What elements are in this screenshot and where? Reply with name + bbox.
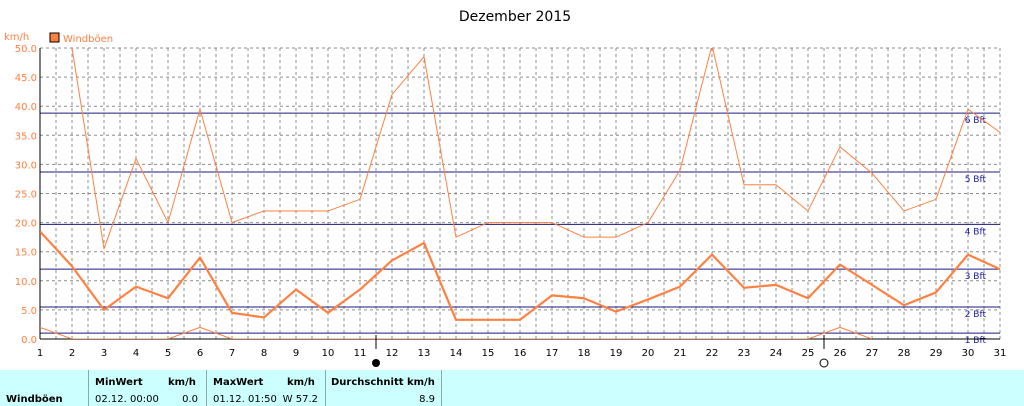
stats-divider — [88, 370, 89, 406]
x-tick-label: 24 — [770, 348, 783, 359]
x-tick-label: 30 — [962, 348, 975, 359]
y-tick-label: 45.0 — [15, 73, 37, 84]
beaufort-label: 1 Bft — [965, 336, 987, 346]
x-tick-label: 10 — [322, 348, 335, 359]
plot-area: 1 Bft 2 Bft 3 Bft 4 Bft 5 Bft 6 Bft 0.0 5.0 10.0… — [15, 44, 1007, 368]
x-tick-label: 21 — [674, 348, 687, 359]
stats-divider — [206, 370, 207, 406]
x-tick-label: 26 — [834, 348, 847, 359]
beaufort-label: 5 Bft — [965, 175, 987, 185]
statistics-panel: Windböen MinWert km/h 02.12. 00:00 0.0 M… — [0, 370, 1024, 406]
y-tick-label: 25.0 — [15, 190, 37, 201]
x-tick-label: 6 — [197, 348, 203, 359]
new-moon-icon — [819, 358, 829, 368]
max-value-header: MaxWert — [213, 377, 264, 388]
x-tick-label: 7 — [229, 348, 235, 359]
x-tick-label: 13 — [418, 348, 431, 359]
x-tick-label: 31 — [994, 348, 1007, 359]
x-tick-label: 28 — [898, 348, 911, 359]
x-tick-label: 4 — [133, 348, 139, 359]
x-tick-label: 18 — [578, 348, 591, 359]
y-tick-label: 15.0 — [15, 248, 37, 259]
series-line-average — [40, 230, 1000, 321]
x-tick-label: 27 — [866, 348, 879, 359]
x-tick-label: 19 — [610, 348, 623, 359]
x-tick-label: 20 — [642, 348, 655, 359]
x-tick-label: 9 — [293, 348, 299, 359]
full-moon-icon — [372, 359, 380, 367]
beaufort-label: 4 Bft — [965, 227, 987, 237]
y-tick-label: 20.0 — [15, 219, 37, 230]
x-tick-label: 23 — [738, 348, 751, 359]
x-tick-label: 17 — [546, 348, 559, 359]
x-tick-label: 15 — [482, 348, 495, 359]
x-tick-label: 12 — [386, 348, 399, 359]
y-axis-unit-label: km/h — [4, 32, 29, 43]
max-unit-header: km/h — [287, 377, 315, 388]
x-tick-label: 16 — [514, 348, 527, 359]
x-tick-label: 22 — [706, 348, 719, 359]
min-value: 0.0 — [182, 394, 198, 405]
series-line-max — [71, 48, 1000, 250]
x-tick-label: 5 — [165, 348, 171, 359]
y-tick-label: 5.0 — [21, 306, 37, 317]
legend-swatch — [49, 32, 60, 43]
min-value-header: MinWert — [95, 377, 143, 388]
x-tick-label: 2 — [69, 348, 75, 359]
beaufort-label: 3 Bft — [965, 272, 987, 282]
x-tick-label: 1 — [37, 348, 43, 359]
min-date: 02.12. 00:00 — [95, 394, 159, 405]
max-value: W 57.2 — [282, 394, 318, 405]
average-header: Durchschnitt km/h — [331, 377, 435, 388]
chart-title: Dezember 2015 — [459, 9, 571, 25]
legend-label: Windböen — [63, 34, 113, 45]
y-tick-label: 35.0 — [15, 131, 37, 142]
stats-divider — [325, 370, 326, 406]
max-date: 01.12. 01:50 — [213, 394, 277, 405]
x-tick-label: 8 — [261, 348, 267, 359]
min-unit-header: km/h — [168, 377, 196, 388]
y-tick-label: 30.0 — [15, 160, 37, 171]
stats-divider — [441, 370, 442, 406]
x-tick-label: 3 — [101, 348, 107, 359]
x-tick-label: 14 — [450, 348, 463, 359]
stats-row-label: Windböen — [6, 394, 63, 405]
x-tick-label: 11 — [354, 348, 367, 359]
y-tick-label: 0.0 — [21, 335, 37, 346]
y-tick-label: 50.0 — [15, 44, 37, 55]
average-value: 8.9 — [419, 394, 435, 405]
wind-gust-chart: Dezember 2015 km/h Windböen 1 Bft 2 Bft 3 … — [4, 9, 1007, 368]
y-tick-label: 10.0 — [15, 277, 37, 288]
x-tick-label: 25 — [802, 348, 815, 359]
beaufort-label: 2 Bft — [965, 310, 987, 320]
y-tick-label: 40.0 — [15, 102, 37, 113]
series-line-min — [40, 326, 873, 339]
beaufort-label: 6 Bft — [965, 116, 987, 126]
x-tick-label: 29 — [930, 348, 943, 359]
